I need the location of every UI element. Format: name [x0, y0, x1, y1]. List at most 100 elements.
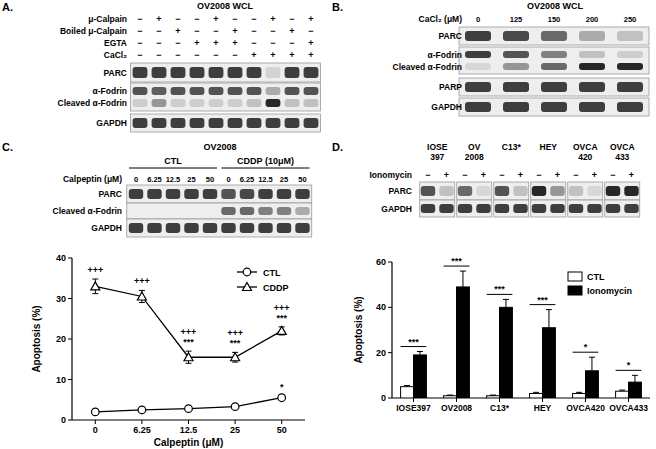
group-label-line: IOSE: [427, 142, 448, 152]
condition-value: −: [156, 26, 161, 36]
error-bar: [417, 352, 423, 355]
y-axis: [391, 262, 392, 398]
legend-label: CTL: [263, 268, 281, 278]
band: [503, 51, 529, 58]
band: [147, 223, 161, 233]
blot-frame: [531, 182, 566, 200]
band: [541, 51, 567, 58]
condition-value: 12.5: [166, 175, 181, 184]
band: [458, 204, 472, 213]
blot-title: OV2008 WCL: [527, 1, 584, 11]
group-label: OV2008: [465, 142, 484, 162]
significance: *: [627, 360, 631, 370]
condition-value: −: [213, 50, 218, 60]
legend-marker: [243, 283, 252, 291]
band: [285, 99, 300, 107]
y-tick-label: 30: [56, 294, 66, 304]
y-tick-label: 40: [376, 302, 386, 312]
condition-value: +: [156, 14, 161, 24]
band: [203, 189, 217, 199]
condition-value: +: [444, 170, 449, 180]
x-axis: [392, 397, 650, 398]
x-tick-label: C13*: [490, 403, 510, 413]
significance: ***: [408, 337, 419, 347]
x-tick: [95, 420, 96, 424]
band: [133, 99, 148, 107]
x-tick: [188, 420, 189, 424]
band: [617, 31, 643, 41]
condition-value: −: [232, 14, 237, 24]
band: [152, 67, 167, 78]
group-label-line: 397: [430, 152, 444, 162]
band: [624, 204, 638, 213]
condition-value: −: [270, 38, 275, 48]
legend-label: CDDP: [263, 283, 289, 293]
band: [541, 102, 567, 112]
group-label: OVCA420: [573, 142, 598, 162]
condition-value: −: [194, 26, 199, 36]
band: [129, 207, 143, 215]
condition-value: −: [573, 170, 578, 180]
band: [295, 189, 309, 199]
band: [285, 67, 300, 78]
row-label: GAPDH: [91, 223, 122, 233]
row-label: GAPDH: [431, 102, 462, 112]
significance: *: [584, 342, 588, 352]
band: [228, 87, 243, 95]
y-tick: [388, 352, 392, 353]
x-tick: [499, 398, 500, 402]
band: [513, 204, 527, 213]
band: [228, 99, 243, 107]
x-tick: [585, 398, 586, 402]
panel-label: C.: [2, 141, 13, 153]
x-tick-label: 25: [230, 425, 240, 435]
band: [203, 207, 217, 215]
band: [458, 186, 472, 196]
plot-area: [91, 279, 286, 416]
bar: [543, 328, 556, 398]
band: [465, 31, 491, 41]
x-tick-label: 12.5: [180, 425, 198, 435]
row-label: GAPDH: [96, 118, 127, 128]
band: [617, 51, 643, 58]
y-tick-label: 60: [376, 257, 386, 267]
x-tick: [413, 398, 414, 402]
band: [133, 67, 148, 78]
band: [247, 67, 262, 78]
blot-frame: [127, 203, 312, 219]
blot-title: OV2008: [203, 142, 236, 152]
band: [304, 87, 319, 95]
bar: [573, 393, 586, 398]
series-line: [95, 398, 281, 412]
condition-value: +: [289, 50, 294, 60]
band: [503, 31, 529, 41]
band: [190, 87, 205, 95]
band: [569, 186, 583, 196]
y-tick: [68, 258, 72, 259]
point: [138, 406, 146, 414]
x-tick-label: OVCA420: [566, 403, 605, 413]
band: [221, 223, 235, 233]
group-label-line: OV: [468, 142, 481, 152]
legend-marker: [243, 268, 251, 276]
group-label: C13*: [502, 142, 522, 152]
point: [231, 403, 239, 411]
row-label: Cleaved α-Fodrin: [393, 62, 462, 72]
error-bar: [503, 299, 509, 307]
band: [285, 118, 300, 128]
x-axis-label: Calpeptin (μM): [154, 437, 223, 448]
condition-value: 200: [586, 15, 599, 24]
condition-value: +: [213, 38, 218, 48]
condition-value: 50: [298, 175, 306, 184]
blot-frame: [420, 182, 455, 200]
error-bar: [490, 395, 496, 397]
blot-title: OV2008 WCL: [197, 1, 254, 11]
condition-value: −: [194, 14, 199, 24]
band: [295, 223, 309, 233]
condition-value: −: [137, 50, 142, 60]
point: [278, 394, 286, 402]
row-label: PARC: [439, 31, 462, 41]
panel-label: D.: [332, 141, 343, 153]
band: [152, 118, 167, 128]
condition-value: −: [232, 50, 237, 60]
